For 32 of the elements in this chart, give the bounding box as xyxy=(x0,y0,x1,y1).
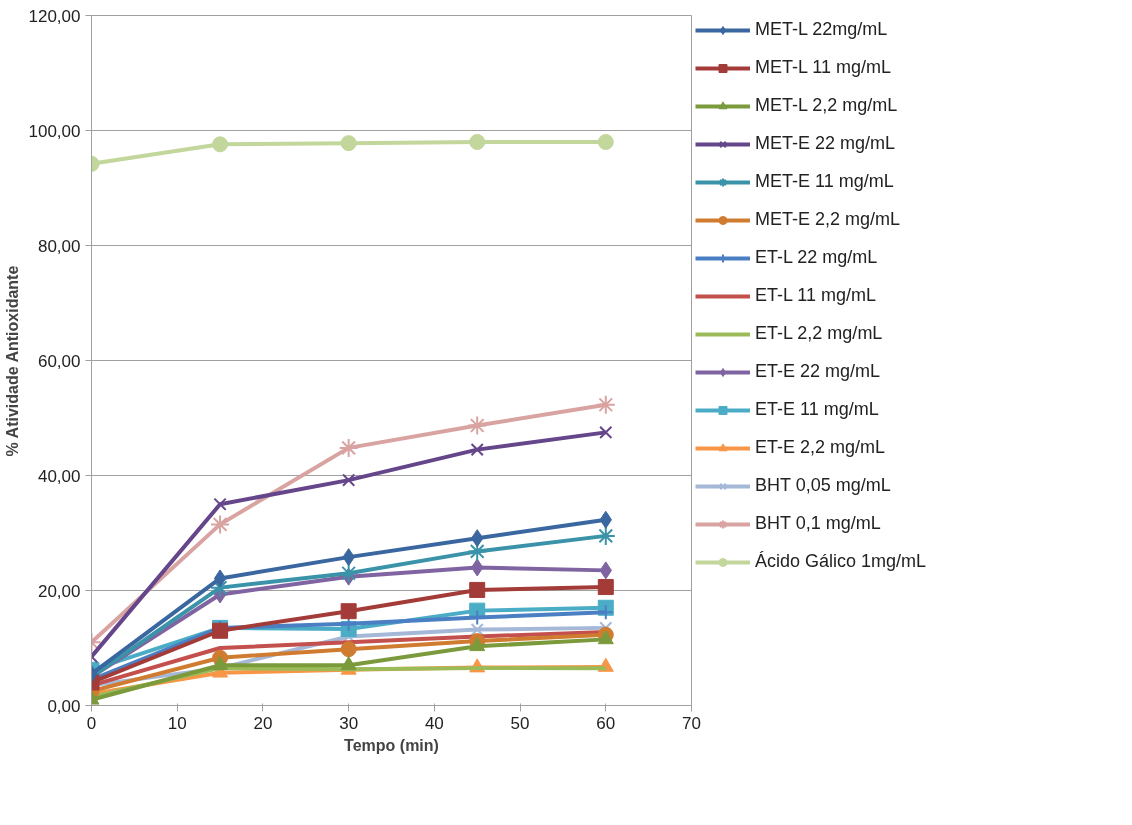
y-tick-label: 120,00 xyxy=(28,6,81,26)
legend-label: MET-E 2,2 mg/mL xyxy=(755,209,901,230)
x-tick-label: 50 xyxy=(510,713,530,733)
legend-label: MET-L 11 mg/mL xyxy=(755,57,892,78)
x-axis-title: Tempo (min) xyxy=(344,736,439,754)
x-tick-label: 30 xyxy=(339,713,359,733)
x-tick-label: 20 xyxy=(253,713,273,733)
legend-label: ET-E 11 mg/mL xyxy=(755,399,879,420)
x-tick-label: 60 xyxy=(596,713,616,733)
x-tick-label: 0 xyxy=(86,713,97,733)
x-tick-label: 70 xyxy=(682,713,701,733)
x-tick-label: 40 xyxy=(424,713,444,733)
legend-label: ET-L 2,2 mg/mL xyxy=(755,323,883,344)
legend-label: ET-E 22 mg/mL xyxy=(755,361,881,382)
y-tick-label: 40,00 xyxy=(37,466,81,486)
y-tick-label: 80,00 xyxy=(37,236,81,256)
legend-label: MET-L 2,2 mg/mL xyxy=(755,95,898,116)
legend-label: MET-L 22mg/mL xyxy=(755,19,888,40)
legend-label: ET-L 22 mg/mL xyxy=(755,247,878,268)
legend-label: MET-E 22 mg/mL xyxy=(755,133,896,154)
legend-label: ET-L 11 mg/mL xyxy=(755,285,877,306)
legend-label: Ácido Gálico 1mg/mL xyxy=(755,551,927,572)
legend-label: BHT 0,1 mg/mL xyxy=(755,513,881,534)
y-tick-label: 0,00 xyxy=(47,696,81,716)
y-axis-title: % Atividade Antioxidante xyxy=(3,265,21,457)
x-tick-label: 10 xyxy=(167,713,187,733)
legend-label: BHT 0,05 mg/mL xyxy=(755,475,891,496)
y-tick-label: 60,00 xyxy=(37,351,81,371)
legend-label: ET-E 2,2 mg/mL xyxy=(755,437,886,458)
y-tick-label: 20,00 xyxy=(37,581,81,601)
legend-label: MET-E 11 mg/mL xyxy=(755,171,894,192)
y-tick-label: 100,00 xyxy=(28,121,81,141)
